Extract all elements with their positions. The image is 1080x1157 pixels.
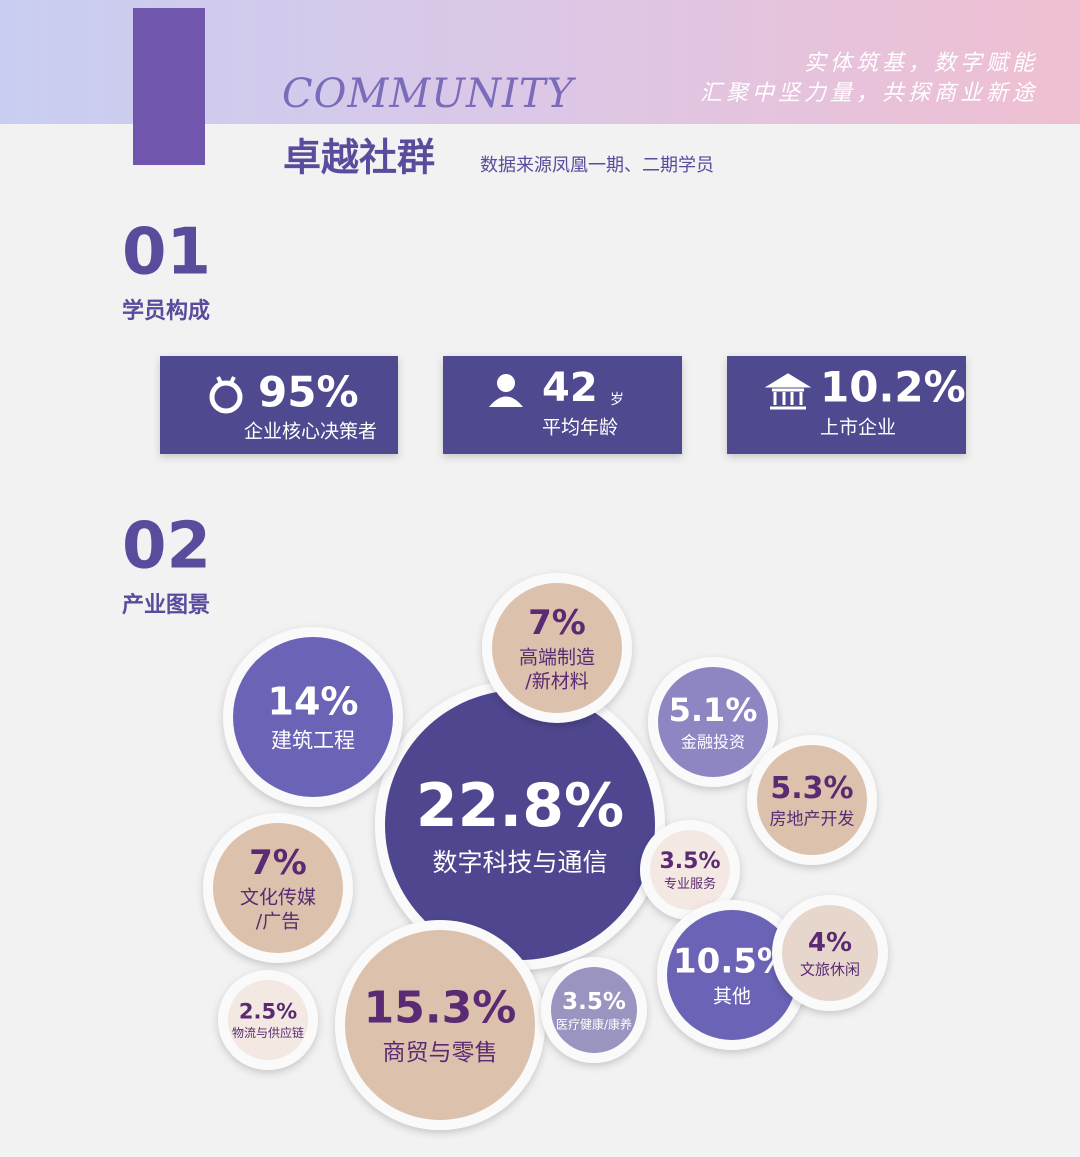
bubble-label: 物流与供应链	[232, 1025, 304, 1040]
section-title: 学员构成	[122, 298, 210, 324]
bubble-label: 金融投资	[681, 732, 745, 751]
bubble-value: 4%	[808, 928, 852, 958]
bubble-value: 22.8%	[416, 771, 624, 841]
card	[160, 356, 398, 454]
stat-card: 95% 企业核心决策者	[160, 356, 398, 454]
bubble-value: 7%	[528, 603, 586, 643]
bubble-value: 2.5%	[239, 1000, 297, 1024]
bubble	[650, 830, 730, 910]
bubble-value: 15.3%	[364, 983, 517, 1034]
bubble-label: 专业服务	[664, 876, 716, 892]
person-icon	[497, 374, 515, 392]
bubble	[228, 980, 308, 1060]
bubble-label: 建筑工程	[271, 729, 355, 753]
bubble-value: 3.5%	[562, 989, 626, 1015]
stat-unit: 岁	[610, 392, 624, 408]
section-title: 产业图景	[122, 593, 210, 618]
card	[443, 356, 682, 454]
stat-label: 企业核心决策者	[244, 421, 377, 443]
bubble-value: 7%	[249, 843, 307, 883]
stat-label: 上市企业	[820, 417, 896, 439]
bubble-label: 文化传媒	[240, 887, 316, 909]
bubble-value: 5.1%	[669, 691, 758, 729]
slogan: 实体筑基，数字赋能	[804, 51, 1038, 76]
stat-card: 10.2% 上市企业	[727, 356, 966, 454]
stat-card: 42 岁 平均年龄	[443, 356, 682, 454]
card	[727, 356, 966, 454]
bubble-label: 医疗健康/康养	[556, 1016, 632, 1031]
section-number: 01	[122, 216, 211, 290]
bubble-label: /新材料	[525, 670, 588, 692]
bubble	[492, 583, 622, 713]
bubble	[667, 910, 797, 1040]
section-number: 02	[122, 510, 211, 584]
bubble-label: 商贸与零售	[383, 1040, 498, 1066]
title: 卓越社群	[283, 136, 435, 180]
bubble-group: 22.8% 数字科技与通信 14% 建筑工程 7% 高端制造/新材料 5.1% 金融投资 5.3…	[203, 573, 888, 1130]
subtitle: 数据来源凤凰一期、二期学员	[480, 155, 714, 176]
bubble-label: 文旅休闲	[800, 960, 860, 978]
bubble-value: 3.5%	[659, 849, 720, 874]
bubble-label: 高端制造	[519, 647, 595, 669]
stat-value: 95%	[258, 368, 359, 417]
bubble-value: 5.3%	[770, 771, 853, 806]
medal-icon	[216, 376, 236, 386]
bubble-value: 10.5%	[673, 942, 791, 982]
bubble	[551, 967, 637, 1053]
english-title: COMMUNITY	[282, 71, 577, 117]
bubble-label: /广告	[256, 910, 300, 932]
bubble-label: 房地产开发	[770, 810, 855, 830]
bubble	[658, 667, 768, 777]
person-icon	[489, 396, 523, 407]
bubble	[213, 823, 343, 953]
bubble-label: 其他	[713, 986, 751, 1008]
stat-value: 42	[542, 365, 598, 411]
bubble	[233, 637, 393, 797]
bubble-value: 14%	[268, 679, 359, 723]
medal-icon	[209, 380, 243, 414]
bubble	[345, 930, 535, 1120]
stat-value: 10.2%	[820, 363, 966, 412]
building-icon	[764, 373, 812, 410]
stat-label: 平均年龄	[542, 417, 618, 439]
bubble-label: 数字科技与通信	[432, 848, 607, 877]
slogan: 汇聚中坚力量，共探商业新途	[700, 81, 1038, 106]
bubble	[385, 690, 655, 960]
bubble	[757, 745, 867, 855]
accent-block	[133, 8, 205, 165]
bubble	[782, 905, 878, 1001]
